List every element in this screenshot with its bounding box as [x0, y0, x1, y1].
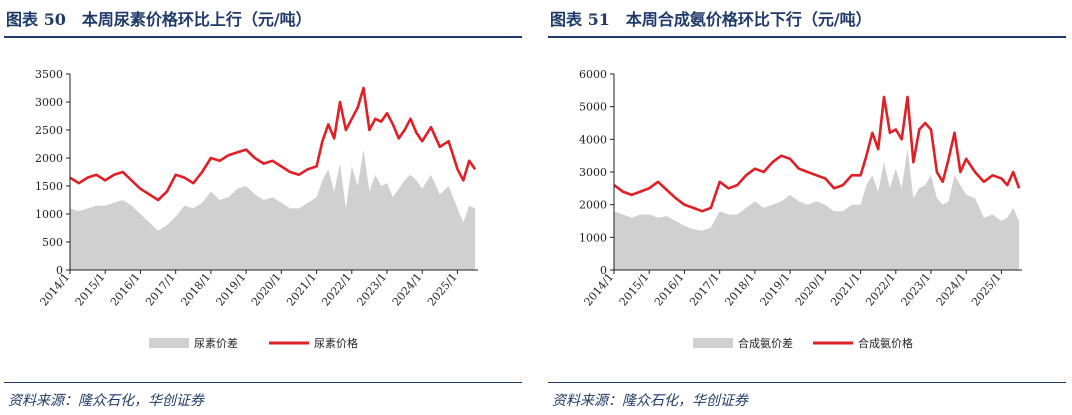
x-tick-label: 2021/1 — [828, 271, 863, 309]
y-tick-label: 1000 — [579, 231, 607, 244]
x-tick-label: 2018/1 — [178, 271, 213, 309]
x-tick-label: 2024/1 — [934, 271, 969, 309]
series-line-1 — [69, 86, 477, 202]
legend-label: 尿素价差 — [194, 336, 238, 350]
x-tick-label: 2014/1 — [37, 271, 72, 309]
x-tick-label: 2024/1 — [390, 271, 425, 309]
x-tick-label: 2016/1 — [652, 271, 687, 309]
y-tick-label: 3000 — [579, 166, 607, 179]
chart-title: 图表 51 本周合成氨价格环比下行（元/吨） — [550, 10, 872, 29]
legend-label: 合成氨价差 — [738, 336, 793, 350]
y-tick-label: 3500 — [35, 68, 63, 81]
y-tick-label: 2000 — [35, 152, 63, 165]
x-tick-label: 2021/1 — [284, 271, 319, 309]
y-tick-label: 1500 — [35, 180, 63, 193]
x-tick-label: 2017/1 — [687, 271, 722, 309]
chart-title: 图表 50 本周尿素价格环比上行（元/吨） — [6, 10, 312, 29]
y-tick-label: 3000 — [35, 96, 63, 109]
series-area-0 — [70, 149, 476, 270]
y-tick-label: 0 — [600, 264, 607, 277]
y-tick-label: 6000 — [579, 68, 607, 81]
x-tick-label: 2014/1 — [581, 271, 616, 309]
y-tick-label: 1000 — [35, 208, 63, 221]
x-tick-label: 2023/1 — [898, 271, 933, 309]
y-tick-label: 500 — [42, 236, 63, 249]
y-tick-label: 5000 — [579, 101, 607, 114]
chart-panel-ammonia: 图表 51 本周合成氨价格环比下行（元/吨） 0 1000 2000 3000 4000… — [548, 0, 1068, 415]
y-tick-label: 4000 — [579, 133, 607, 146]
x-tick-label: 2020/1 — [249, 271, 284, 309]
x-tick-label: 2025/1 — [969, 271, 1004, 309]
source-rule — [4, 382, 522, 383]
series-area-0 — [614, 149, 1020, 270]
series-line-1 — [613, 95, 1021, 213]
x-tick-label: 2022/1 — [863, 271, 898, 309]
y-tick-label: 2000 — [579, 199, 607, 212]
x-tick-label: 2015/1 — [73, 271, 108, 309]
legend-label: 尿素价格 — [314, 336, 358, 350]
x-tick-label: 2017/1 — [143, 271, 178, 309]
source-rule — [548, 382, 1066, 383]
source-note: 资料来源：隆众石化，华创证券 — [552, 393, 748, 409]
x-tick-label: 2019/1 — [758, 271, 793, 309]
x-tick-label: 2019/1 — [214, 271, 249, 309]
x-tick-label: 2020/1 — [793, 271, 828, 309]
legend-swatch-area — [693, 338, 733, 348]
title-rule — [4, 36, 522, 38]
x-tick-label: 2023/1 — [354, 271, 389, 309]
legend-swatch-area — [149, 338, 189, 348]
x-tick-label: 2015/1 — [617, 271, 652, 309]
x-tick-label: 2025/1 — [425, 271, 460, 309]
chart-urea: 0 500 1000 1500 2000 2500 3000 3500 2014/1 2015/1… — [35, 68, 478, 350]
y-tick-label: 0 — [56, 264, 63, 277]
legend-label: 合成氨价格 — [858, 336, 913, 350]
x-tick-label: 2018/1 — [722, 271, 757, 309]
x-tick-label: 2022/1 — [319, 271, 354, 309]
title-rule — [548, 36, 1066, 38]
y-tick-label: 2500 — [35, 124, 63, 137]
chart-panel-urea: 图表 50 本周尿素价格环比上行（元/吨） 0 500 1000 1500 2000 25… — [4, 0, 524, 415]
source-note: 资料来源：隆众石化，华创证券 — [8, 393, 204, 409]
x-tick-label: 2016/1 — [108, 271, 143, 309]
